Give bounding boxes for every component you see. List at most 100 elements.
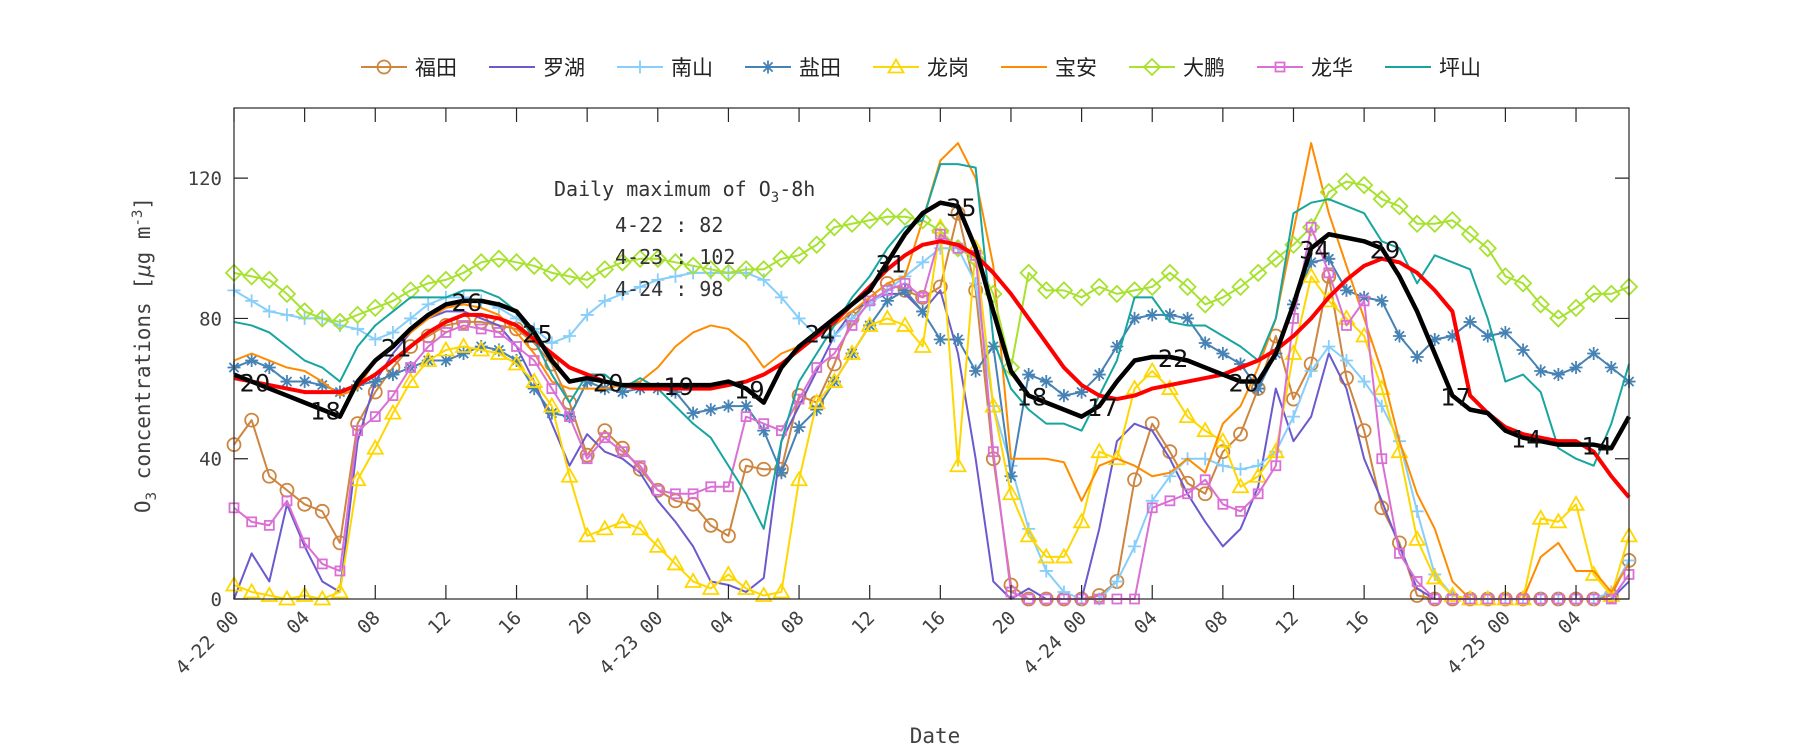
data-point	[721, 399, 735, 413]
data-point	[314, 503, 330, 519]
data-point	[1551, 368, 1565, 382]
data-point	[560, 267, 579, 286]
point-label: 21	[381, 334, 412, 362]
data-point	[737, 579, 756, 595]
legend-item: 坪山	[1385, 56, 1481, 80]
data-point	[580, 308, 594, 322]
data-point	[666, 554, 685, 571]
data-point	[860, 210, 879, 230]
data-point	[1037, 281, 1056, 300]
annotation-line-4-23: 4-23 : 102	[615, 245, 735, 269]
data-point	[1322, 252, 1336, 266]
data-point	[542, 263, 562, 283]
data-point	[951, 332, 965, 346]
data-point	[738, 458, 754, 474]
data-point	[1107, 284, 1127, 304]
data-point	[1531, 509, 1550, 525]
series-line	[233, 226, 1630, 600]
data-point	[648, 537, 667, 553]
y-tick-label: 120	[188, 168, 222, 190]
x-tick-label: 20	[1413, 607, 1445, 639]
data-point	[651, 273, 665, 287]
data-point	[299, 537, 311, 549]
data-point	[864, 295, 876, 307]
data-point	[1358, 295, 1370, 307]
y-axis-title: O3 concentrations [μg m-3]	[130, 197, 160, 513]
data-point	[1178, 277, 1197, 297]
data-point	[524, 256, 544, 276]
data-point	[595, 260, 615, 279]
data-point	[352, 425, 364, 437]
data-point	[546, 383, 558, 394]
data-point	[632, 461, 648, 477]
data-point	[1235, 505, 1246, 517]
annotation-line-4-24: 4-24 : 98	[615, 277, 723, 301]
data-point	[511, 341, 522, 352]
data-point	[776, 425, 787, 437]
data-point	[1231, 477, 1250, 494]
data-point	[774, 466, 788, 480]
data-point	[403, 339, 418, 354]
data-point	[704, 403, 718, 417]
data-point	[1270, 460, 1282, 472]
data-point	[368, 375, 382, 389]
data-point	[1233, 426, 1248, 442]
data-point	[758, 418, 770, 430]
data-point	[791, 388, 807, 403]
data-point	[721, 528, 736, 544]
x-tick-label: 4-24 00	[1019, 607, 1091, 679]
legend-label: 福田	[415, 56, 457, 80]
data-point	[386, 325, 400, 339]
data-point	[723, 481, 734, 493]
data-point	[846, 320, 858, 331]
data-point	[1339, 354, 1353, 368]
data-point	[1339, 283, 1353, 297]
data-point	[581, 453, 593, 465]
data-point	[577, 270, 597, 290]
data-point	[1163, 308, 1177, 322]
data-point	[260, 270, 279, 290]
data-point	[1549, 512, 1568, 529]
x-tick-label: 04	[1554, 607, 1586, 639]
data-point	[295, 302, 314, 321]
point-label: 35	[946, 194, 977, 222]
data-point	[563, 329, 577, 343]
data-point	[633, 280, 647, 294]
data-point	[701, 260, 721, 279]
series-line	[233, 226, 1630, 600]
data-point	[1252, 488, 1264, 500]
point-label: 14	[1582, 433, 1613, 461]
data-point	[595, 519, 614, 536]
data-point	[703, 517, 719, 533]
data-point	[1110, 339, 1124, 353]
x-tick-label: 12	[847, 607, 879, 639]
series-layer	[224, 142, 1639, 607]
data-point	[489, 249, 509, 269]
legend-label: 罗湖	[543, 56, 585, 80]
data-point	[1215, 444, 1231, 460]
data-point	[1341, 320, 1352, 331]
annotation-title: Daily maximum of O3-8h	[554, 177, 815, 206]
data-point	[368, 332, 382, 346]
data-point	[525, 372, 544, 388]
y-tick-label: 40	[199, 449, 222, 471]
data-point	[1039, 564, 1053, 578]
data-point	[436, 340, 455, 357]
data-point	[527, 382, 541, 396]
x-tick-label: 04	[706, 607, 738, 639]
data-point	[1072, 512, 1091, 529]
data-point	[1584, 565, 1603, 581]
data-point	[933, 332, 947, 346]
data-point	[1513, 274, 1533, 293]
data-point	[917, 291, 929, 303]
data-point	[1198, 336, 1212, 350]
data-point	[668, 385, 682, 399]
data-point	[280, 308, 294, 322]
data-point	[262, 304, 276, 318]
data-point	[895, 207, 915, 226]
data-point	[1549, 309, 1568, 328]
data-point	[1164, 495, 1176, 507]
data-point	[683, 256, 703, 276]
legend-label: 龙华	[1311, 56, 1353, 80]
data-point	[262, 361, 276, 375]
